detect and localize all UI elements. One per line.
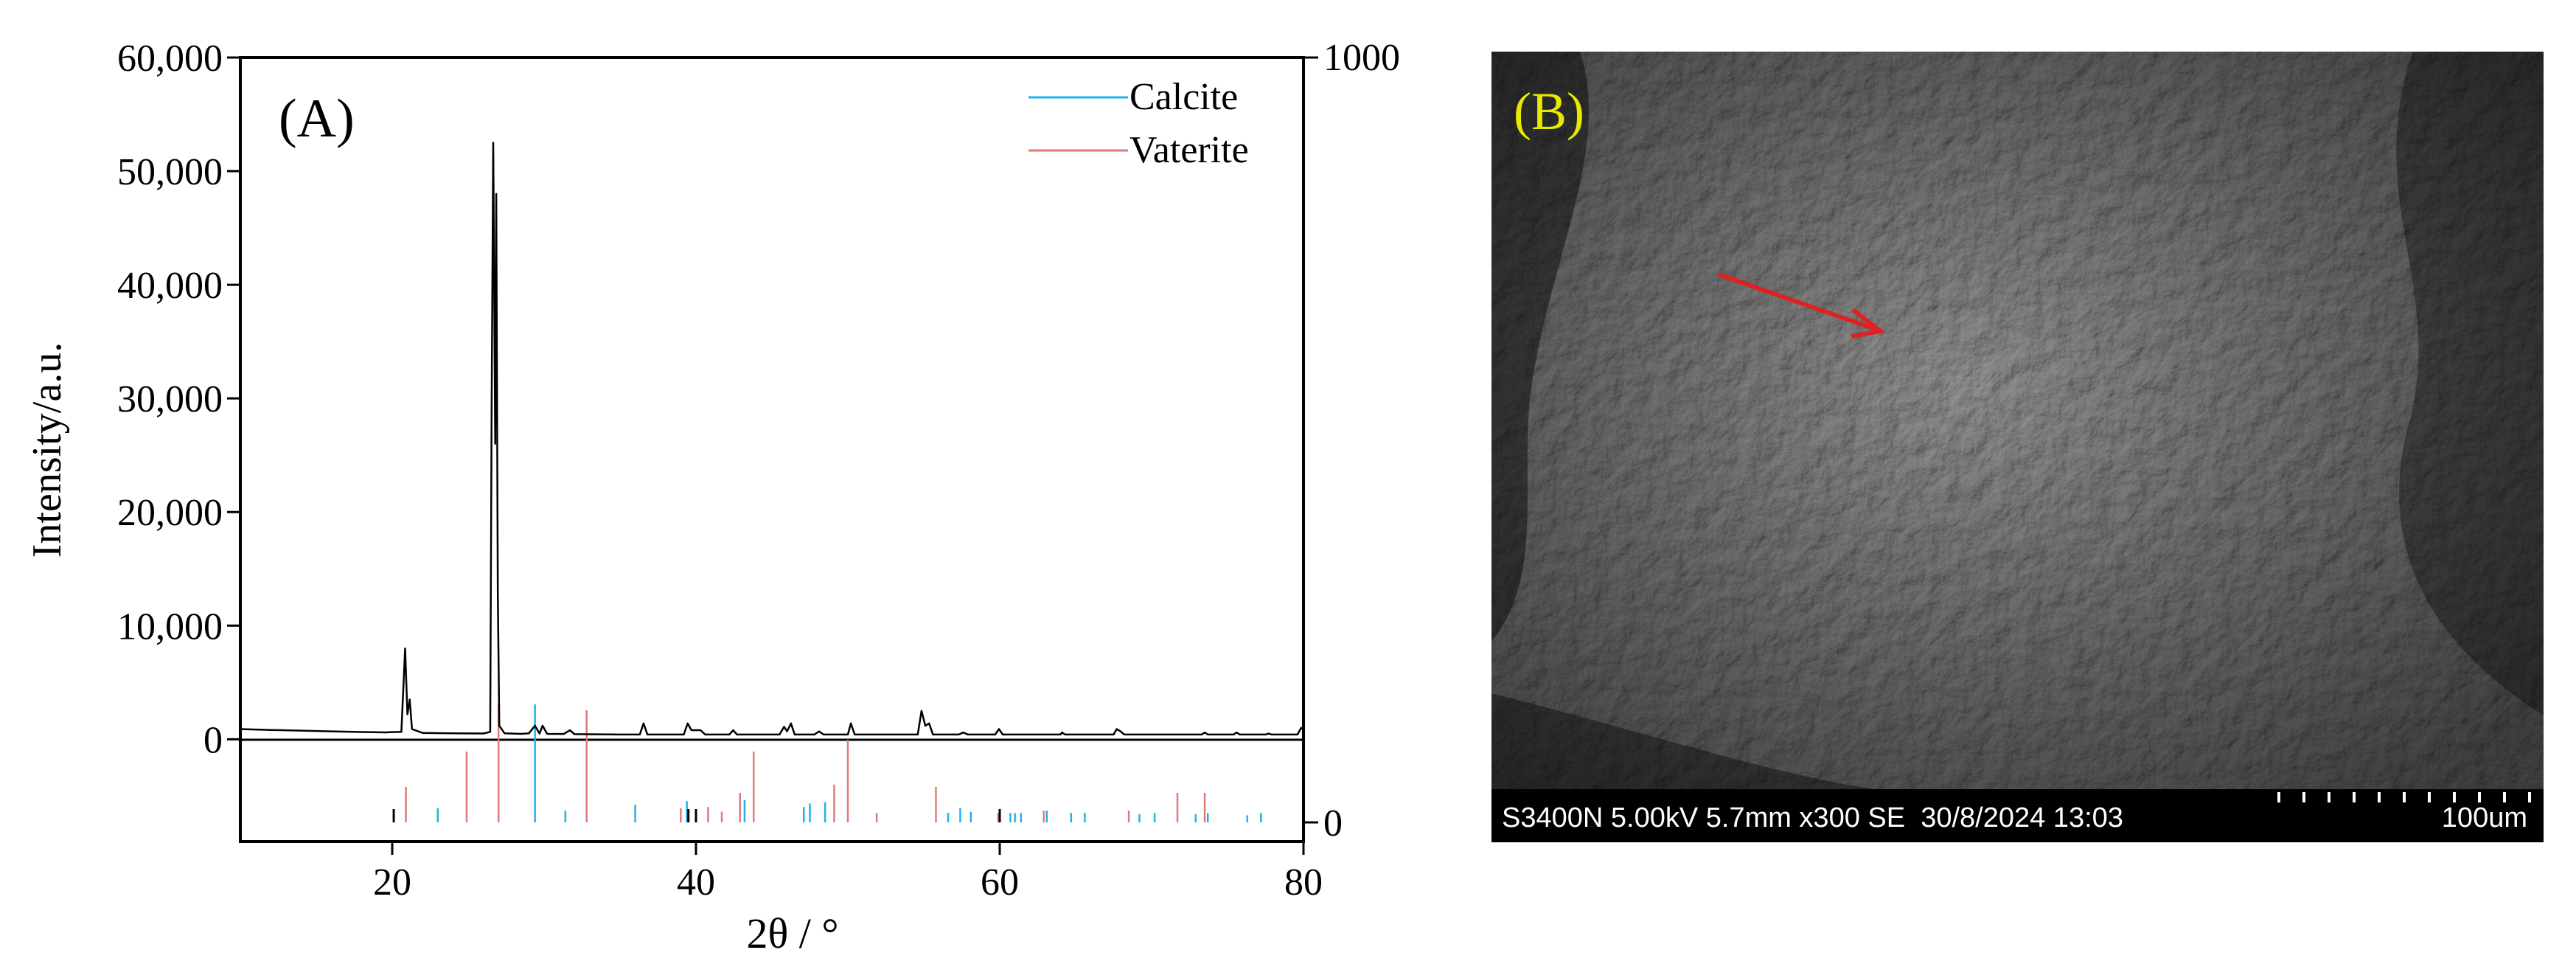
right-axis-label-top: 1000 <box>1323 37 1400 79</box>
legend: Calcite Vaterite <box>1028 76 1249 171</box>
scale-bar-ticks <box>2277 792 2531 802</box>
legend-calcite-label: Calcite <box>1129 76 1238 118</box>
plot-frame <box>239 56 1305 843</box>
y-axis-ticks: 0 10,000 20,000 30,000 40,000 50,000 60,000 <box>117 38 240 761</box>
sem-image-panel: (B) S3400N 5.00kV 5.7mm x300 SE 30/8/202… <box>1491 52 2544 842</box>
y-tick-label: 0 <box>203 719 223 761</box>
right-axis-label-bottom: 0 <box>1323 802 1343 845</box>
x-tick-label: 60 <box>981 861 1019 904</box>
sem-dark-crevice-left <box>1491 52 1590 642</box>
scale-bar-label: 100um <box>2441 802 2527 833</box>
legend-vaterite-label: Vaterite <box>1129 129 1249 171</box>
y-tick-label: 20,000 <box>117 492 223 534</box>
sem-micrograph <box>1491 52 2544 789</box>
series-line <box>240 142 1304 736</box>
sem-arrow <box>1718 272 1887 339</box>
x-tick-label: 80 <box>1284 861 1323 904</box>
y-tick-label: 50,000 <box>117 151 223 193</box>
x-axis-ticks: 20 40 60 80 <box>373 842 1323 904</box>
sem-shading <box>1491 52 2544 789</box>
sem-info-bar: S3400N 5.00kV 5.7mm x300 SE 30/8/2024 13… <box>1491 789 2544 842</box>
y-tick-label: 30,000 <box>117 378 223 420</box>
x-axis-label: 2θ / ° <box>746 909 838 957</box>
sem-dark-crevice-right <box>2396 52 2544 715</box>
x-tick-label: 20 <box>373 861 411 904</box>
sem-info-text: S3400N 5.00kV 5.7mm x300 SE 30/8/2024 13… <box>1502 802 2123 833</box>
sem-dark-crevice-bottom <box>1491 693 1875 789</box>
panel-label-b: (B) <box>1514 82 1584 141</box>
y-tick-label: 10,000 <box>117 606 223 648</box>
y-tick-label: 40,000 <box>117 265 223 307</box>
y-tick-label: 60,000 <box>117 38 223 80</box>
x-tick-label: 40 <box>677 861 715 904</box>
panel-label-a: (A) <box>279 89 355 149</box>
xrd-chart: 0 10,000 20,000 30,000 40,000 50,000 60,000 20… <box>24 37 1400 957</box>
y-axis-label: Intensity/a.u. <box>24 342 70 558</box>
series-layer <box>240 142 1304 736</box>
reference-pattern-lines <box>392 704 1262 822</box>
